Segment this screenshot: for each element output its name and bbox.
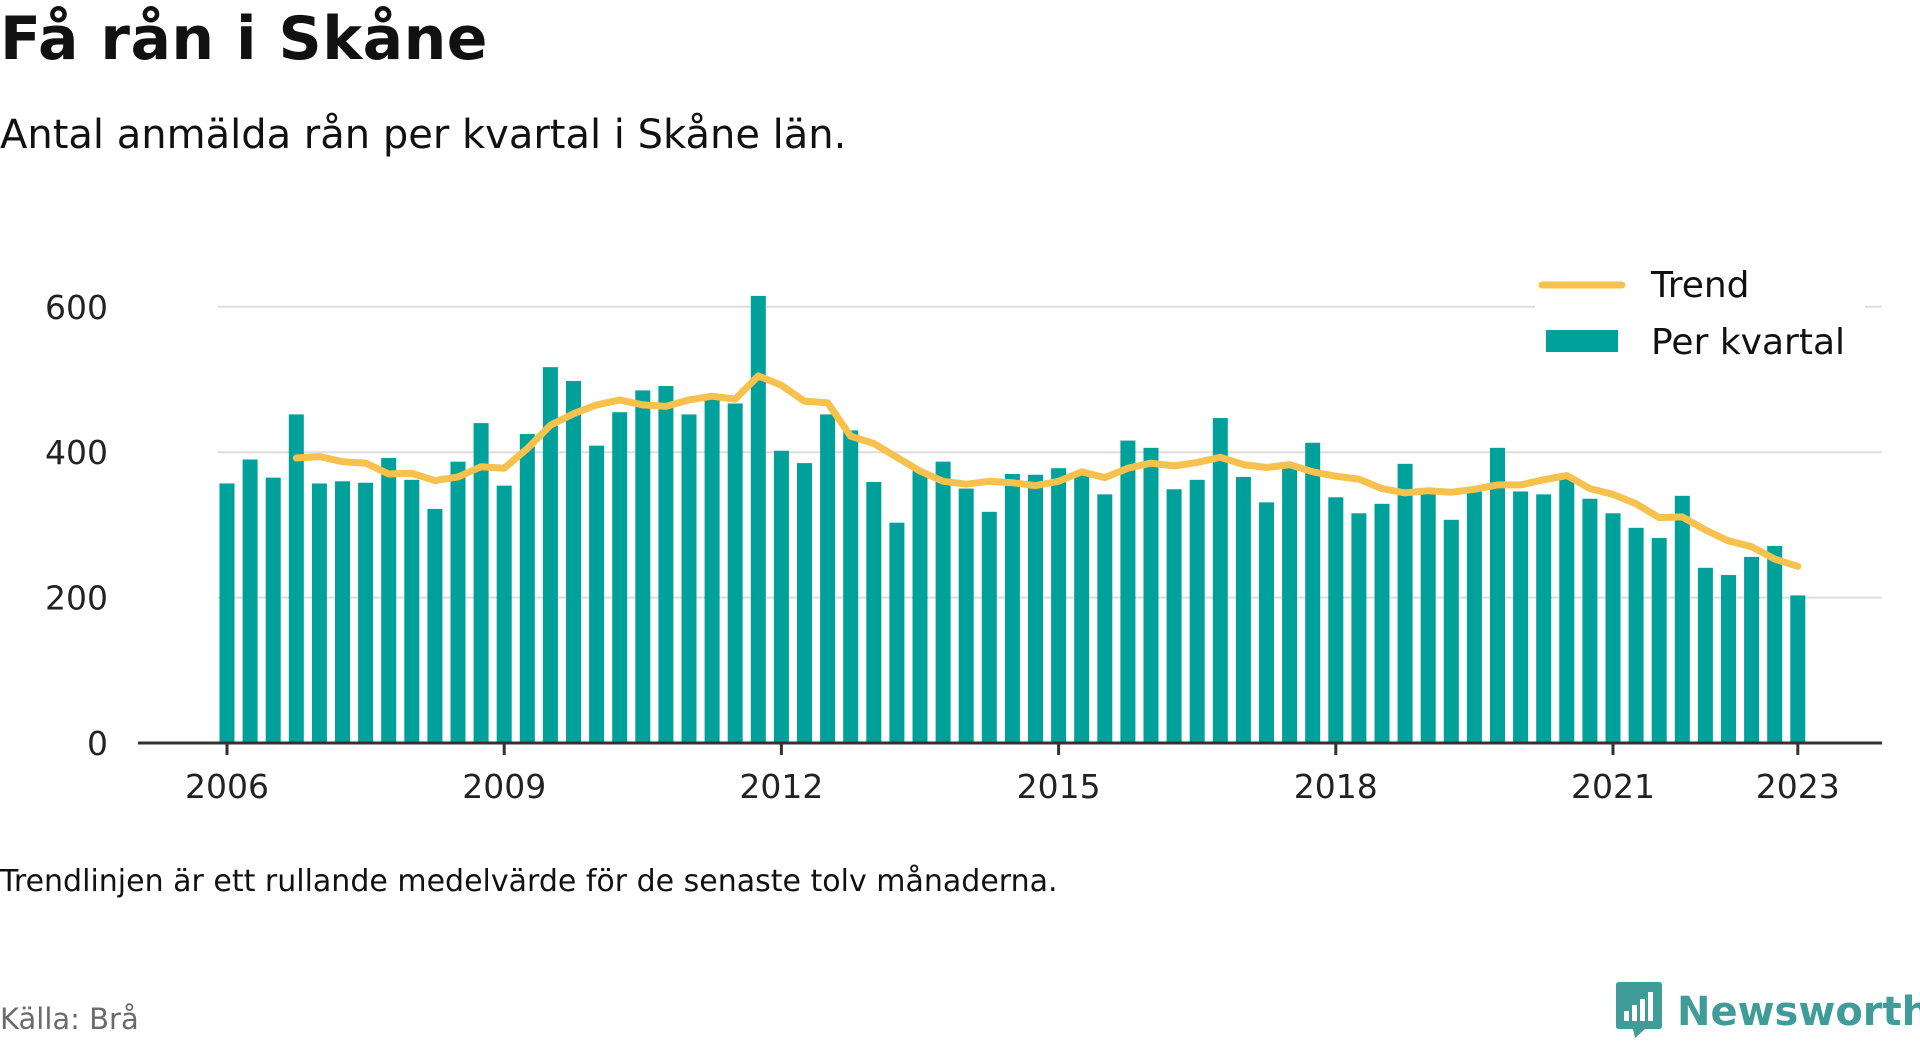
bar — [635, 390, 651, 743]
bar — [496, 485, 512, 743]
bar — [981, 511, 997, 743]
x-tick-label: 2021 — [1571, 767, 1655, 806]
bar — [1767, 545, 1783, 743]
bar — [1028, 474, 1043, 743]
trend-line — [292, 372, 1802, 570]
y-tick-label: 0 — [87, 724, 108, 763]
bar — [566, 380, 581, 743]
bar — [450, 461, 466, 743]
bar — [681, 414, 697, 743]
bar — [889, 522, 905, 743]
bar — [473, 423, 489, 743]
bar — [797, 463, 812, 743]
y-tick-label: 400 — [45, 433, 108, 472]
bar — [843, 430, 859, 743]
y-axis-ticks: 0 200 400 600 — [45, 288, 108, 763]
bar — [1189, 479, 1205, 743]
bar — [519, 434, 535, 743]
y-tick-label: 600 — [45, 288, 108, 327]
bar — [1397, 463, 1413, 743]
brand-logo[interactable]: Newsworthy — [1615, 982, 1920, 1042]
bar — [335, 481, 350, 743]
bar — [288, 414, 304, 743]
bar — [242, 459, 258, 743]
bar — [1651, 537, 1667, 743]
legend-bar-swatch — [1546, 330, 1618, 352]
bar — [1120, 440, 1136, 743]
bar — [612, 412, 628, 743]
bar — [1536, 494, 1552, 743]
y-tick-label: 200 — [45, 579, 108, 618]
x-tick-label: 2006 — [185, 767, 269, 806]
bar — [1420, 491, 1436, 743]
bar — [1674, 495, 1690, 743]
bar — [1235, 476, 1251, 743]
chart-note: Trendlinjen är ett rullande medelvärde f… — [0, 864, 1058, 899]
x-axis-ticks: 2006 2009 2012 2015 2018 2021 2023 — [185, 743, 1840, 806]
bar — [1143, 447, 1159, 743]
x-tick-label: 2015 — [1017, 767, 1101, 806]
bar — [1328, 497, 1344, 743]
bar — [658, 386, 674, 743]
bar — [1305, 442, 1321, 743]
bar — [1097, 494, 1113, 743]
bar — [1004, 474, 1020, 743]
bar — [1559, 479, 1575, 743]
bar — [750, 295, 766, 743]
bar — [1351, 513, 1367, 743]
bars-per-kvartal — [219, 295, 1806, 743]
bar — [1744, 556, 1760, 743]
x-tick-label: 2009 — [462, 767, 546, 806]
bar — [1790, 595, 1806, 743]
bar — [1466, 491, 1482, 743]
newsworthy-logo-icon — [1615, 980, 1663, 1044]
bar — [1443, 519, 1459, 743]
legend-trend-label: Trend — [1650, 265, 1750, 306]
bar — [1051, 468, 1067, 743]
bar — [1166, 489, 1182, 743]
bar — [427, 508, 443, 743]
bar — [912, 470, 928, 743]
legend-bar-label: Per kvartal — [1651, 322, 1845, 363]
bar — [1212, 418, 1228, 743]
bar — [1582, 498, 1598, 743]
bar — [866, 482, 882, 743]
bar — [1259, 502, 1274, 743]
bar — [727, 403, 743, 743]
bar — [542, 367, 558, 743]
bar — [773, 450, 789, 743]
bar — [704, 397, 720, 743]
bar — [1374, 503, 1390, 743]
bar — [1605, 513, 1621, 743]
bar — [381, 458, 397, 743]
bar — [589, 445, 605, 743]
bar — [1697, 567, 1713, 743]
bar — [404, 479, 420, 743]
chart-title: Få rån i Skåne — [0, 4, 488, 74]
brand-name: Newsworthy — [1677, 989, 1920, 1035]
bar — [1513, 491, 1529, 743]
bar — [265, 477, 281, 743]
source-credit: Källa: Brå — [0, 1002, 139, 1036]
bar — [358, 482, 374, 743]
bar — [820, 414, 836, 743]
bar — [1282, 463, 1298, 743]
bar — [219, 483, 235, 743]
chart-subtitle: Antal anmälda rån per kvartal i Skåne lä… — [0, 112, 847, 158]
legend: Trend Per kvartal — [1535, 265, 1865, 363]
x-tick-label: 2023 — [1756, 767, 1840, 806]
x-tick-label: 2018 — [1294, 767, 1378, 806]
x-tick-label: 2012 — [739, 767, 823, 806]
bar — [1628, 527, 1644, 743]
bar — [1490, 447, 1505, 743]
bar — [958, 488, 974, 743]
bar — [935, 461, 951, 743]
bar — [311, 483, 327, 743]
bar — [1074, 471, 1090, 743]
bar — [1721, 575, 1736, 743]
